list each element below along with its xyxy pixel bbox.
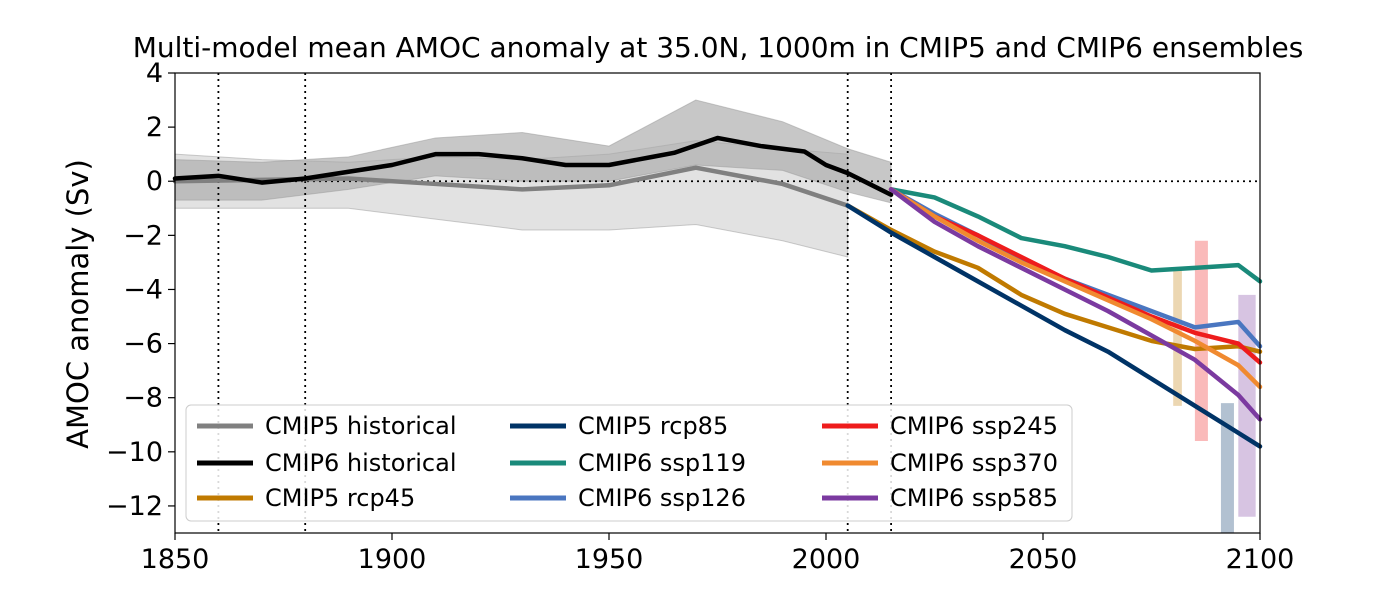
legend-label-cmip5-rcp45: CMIP5 rcp45	[265, 484, 415, 512]
line-cmip6-ssp585	[888, 187, 1263, 422]
legend-label-cmip6-ssp119: CMIP6 ssp119	[578, 449, 746, 477]
chart-title: Multi-model mean AMOC anomaly at 35.0N, …	[133, 31, 1304, 64]
x-tick-label: 2000	[792, 544, 861, 575]
line-cmip6-ssp119	[888, 187, 1263, 284]
y-tick-label: −12	[106, 491, 163, 522]
legend: CMIP5 historical CMIP6 historical CMIP5 rc…	[185, 404, 1073, 522]
x-tick-label: 1950	[575, 544, 644, 575]
y-tick-label: −8	[123, 383, 163, 414]
legend-label-cmip6-ssp370: CMIP6 ssp370	[890, 449, 1058, 477]
y-tick-label: 4	[146, 58, 163, 89]
y-tick-label: −2	[123, 220, 163, 251]
reference-lines	[175, 73, 1260, 533]
legend-label-cmip6-ssp585: CMIP6 ssp585	[890, 484, 1058, 512]
legend-label-cmip5-rcp85: CMIP5 rcp85	[578, 412, 728, 440]
legend-label-cmip5-historical: CMIP5 historical	[265, 412, 457, 440]
legend-box	[185, 404, 1073, 522]
band-cmip6-ssp245	[1194, 240, 1208, 441]
series-lines	[172, 135, 1263, 449]
y-tick-label: 0	[146, 166, 163, 197]
legend-label-cmip6-ssp245: CMIP6 ssp245	[890, 412, 1058, 440]
legend-label-cmip6-historical: CMIP6 historical	[265, 449, 457, 477]
line-cmip5-rcp85	[845, 203, 1263, 449]
x-tick-label: 2050	[1009, 544, 1078, 575]
y-tick-label: −6	[123, 329, 163, 360]
legend-label-cmip6-ssp126: CMIP6 ssp126	[578, 484, 746, 512]
x-tick-label: 1850	[141, 544, 210, 575]
y-axis-label: AMOC anomaly (Sv)	[61, 159, 95, 449]
line-cmip6-ssp245	[888, 187, 1263, 365]
y-axis: −12 −10 −8 −6 −4 −2 0 2 4	[106, 58, 175, 522]
x-tick-label: 1900	[358, 544, 427, 575]
y-tick-label: −10	[106, 437, 163, 468]
x-axis: 1850 1900 1950 2000 2050 2100	[141, 533, 1295, 575]
plot-frame	[174, 72, 1261, 534]
band-cmip5-rcp85	[1220, 403, 1234, 533]
line-cmip6-ssp370	[888, 187, 1263, 390]
line-cmip6-historical	[172, 135, 894, 198]
x-tick-label: 2100	[1226, 544, 1295, 575]
y-tick-label: 2	[146, 112, 163, 143]
band-cmip5-rcp45	[1173, 270, 1182, 406]
y-tick-label: −4	[123, 274, 163, 305]
